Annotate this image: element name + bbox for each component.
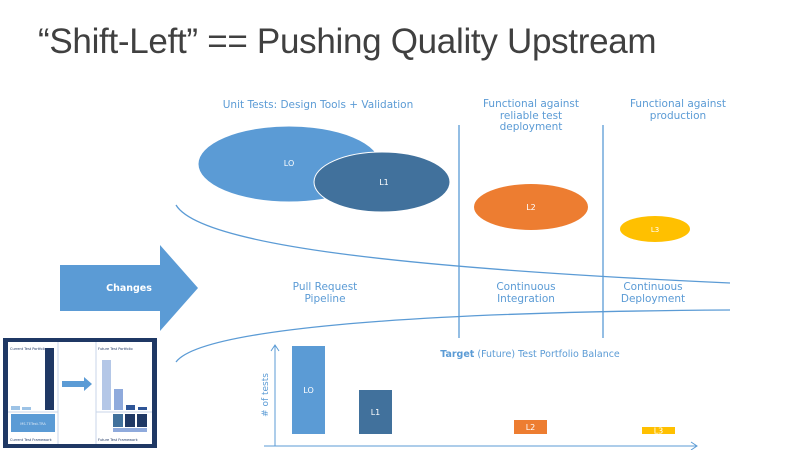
bubble-label: L3 [651, 226, 659, 234]
stage-ci: Continuous Integration [496, 281, 556, 305]
bar-lo [292, 346, 325, 434]
pipeline-bottom-curve [175, 309, 731, 363]
bar-l3 [642, 427, 675, 434]
column-functional-reliable: Functional against reliable test deploym… [482, 98, 580, 133]
bar-label: L3 [654, 427, 664, 436]
thumb-current-framework: Current Test Framework [10, 438, 53, 442]
bubble-l3 [620, 216, 690, 242]
bubble-label: LO [284, 159, 294, 168]
framework-thumbnail: Current Test Portfolio Future Test Portf… [3, 338, 157, 448]
y-axis-arrowhead [270, 344, 280, 352]
bubble-label: L1 [379, 178, 389, 187]
bar-l2 [514, 420, 547, 434]
bar-label: LO [303, 386, 313, 395]
portfolio-chart: # of tests Target (Future) Test Portfoli… [261, 344, 698, 450]
bar-label: L2 [526, 423, 536, 432]
chart-title: Target (Future) Test Portfolio Balance [440, 349, 620, 360]
changes-label: Changes [106, 283, 152, 294]
thumb-future-portfolio: Future Test Portfolio [98, 347, 133, 351]
thumb-framework-name: MS.TETest.TRA [20, 422, 46, 426]
chart-title-bold: Target [440, 349, 475, 360]
changes-arrow [60, 245, 198, 331]
pipeline-top-curve [175, 204, 731, 284]
thumb-arrow [62, 377, 92, 391]
y-axis-label: # of tests [261, 373, 271, 417]
bar-l1 [359, 390, 392, 434]
x-axis-arrowhead [690, 441, 698, 450]
slide-title: “Shift-Left” == Pushing Quality Upstream [38, 22, 657, 61]
thumb-current-portfolio: Current Test Portfolio [10, 347, 47, 351]
column-functional-production: Functional against production [629, 98, 727, 122]
thumb-future-framework: Future Test Framework [98, 438, 139, 442]
stage-cd: Continuous Deployment [620, 281, 686, 305]
bar-label: L1 [371, 408, 381, 417]
column-unit-tests: Unit Tests: Design Tools + Validation [222, 99, 414, 111]
bubble-l2 [474, 184, 588, 230]
bubble-l1 [313, 151, 451, 213]
stage-pull-request: Pull Request Pipeline [292, 281, 358, 305]
chart-title-rest: (Future) Test Portfolio Balance [477, 349, 620, 360]
bubble-label: L2 [526, 203, 536, 212]
